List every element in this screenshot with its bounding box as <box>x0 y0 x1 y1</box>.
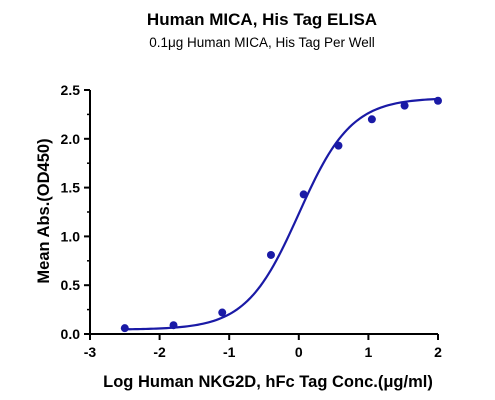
y-axis-title: Mean Abs.(OD450) <box>35 138 53 283</box>
chart-title: Human MICA, His Tag ELISA <box>147 10 377 29</box>
data-point <box>299 190 308 199</box>
data-point <box>434 96 442 105</box>
data-point <box>367 115 376 124</box>
plot-area <box>120 96 442 333</box>
x-tick-label: -3 <box>84 344 97 360</box>
data-point <box>334 141 343 150</box>
x-tick-label: 1 <box>365 344 373 360</box>
y-tick-label: 2.5 <box>61 82 81 98</box>
x-tick-label: -1 <box>223 344 236 360</box>
data-point <box>266 250 275 259</box>
fit-curve <box>124 97 439 331</box>
data-point <box>218 308 227 317</box>
chart-subtitle: 0.1μg Human MICA, His Tag Per Well <box>149 35 375 50</box>
y-tick-label: 2.0 <box>61 131 81 147</box>
y-tick-label: 1.0 <box>61 228 81 244</box>
x-axis: -3 -2 -1 0 1 2 <box>84 333 442 360</box>
data-point <box>120 324 129 333</box>
x-tick-label: 0 <box>295 344 303 360</box>
y-tick-label: 0.0 <box>61 326 81 342</box>
y-axis: 0.0 0.5 1.0 1.5 2.0 2.5 <box>61 82 91 342</box>
x-tick-label: -2 <box>153 344 166 360</box>
y-tick-label: 0.5 <box>61 277 81 293</box>
data-point <box>400 101 409 110</box>
y-tick-label: 1.5 <box>61 180 81 196</box>
data-point <box>169 321 178 330</box>
x-tick-label: 2 <box>434 344 442 360</box>
x-axis-title: Log Human NKG2D, hFc Tag Conc.(μg/ml) <box>103 373 433 391</box>
